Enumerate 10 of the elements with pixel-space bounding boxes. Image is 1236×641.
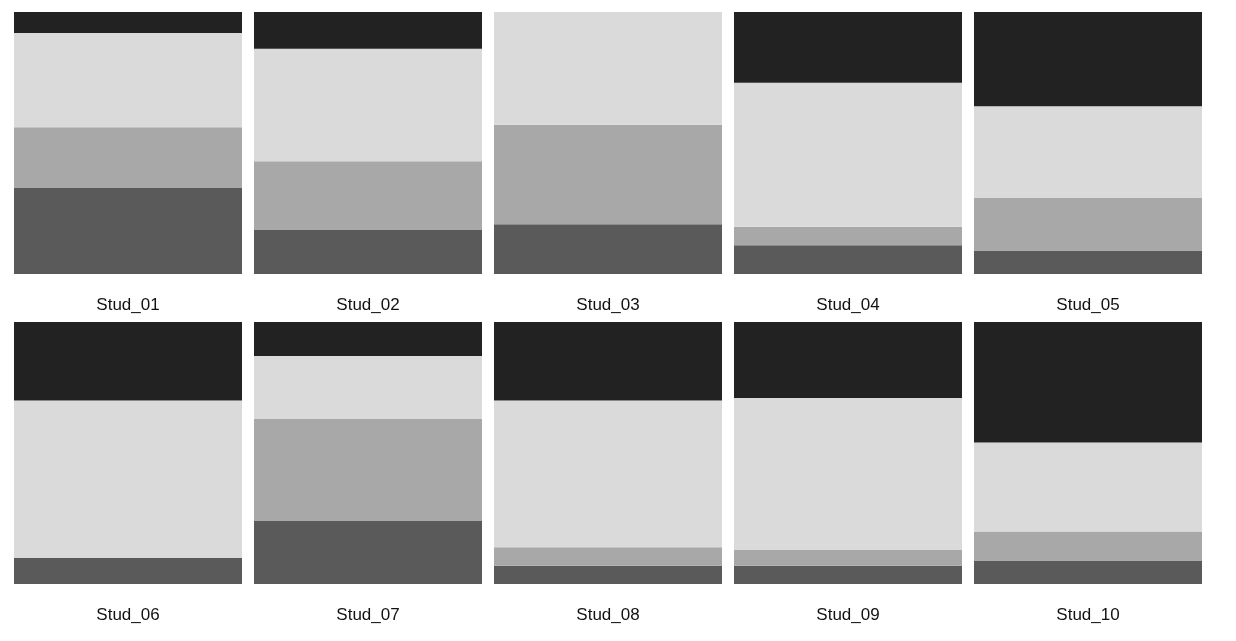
x-axis-title: Stud_02	[336, 295, 400, 314]
x-axis-title: Stud_06	[96, 605, 160, 624]
x-axis-title: Stud_07	[336, 605, 400, 624]
x-axis-title: Stud_10	[1056, 605, 1120, 624]
x-axis-title: Stud_03	[576, 295, 640, 314]
x-axis-title: Stud_04	[816, 295, 880, 314]
x-axis-title: Stud_09	[816, 605, 880, 624]
x-axis-title: Stud_08	[576, 605, 640, 624]
x-axis-title: Stud_05	[1056, 295, 1120, 314]
x-axis-title: Stud_01	[96, 295, 160, 314]
